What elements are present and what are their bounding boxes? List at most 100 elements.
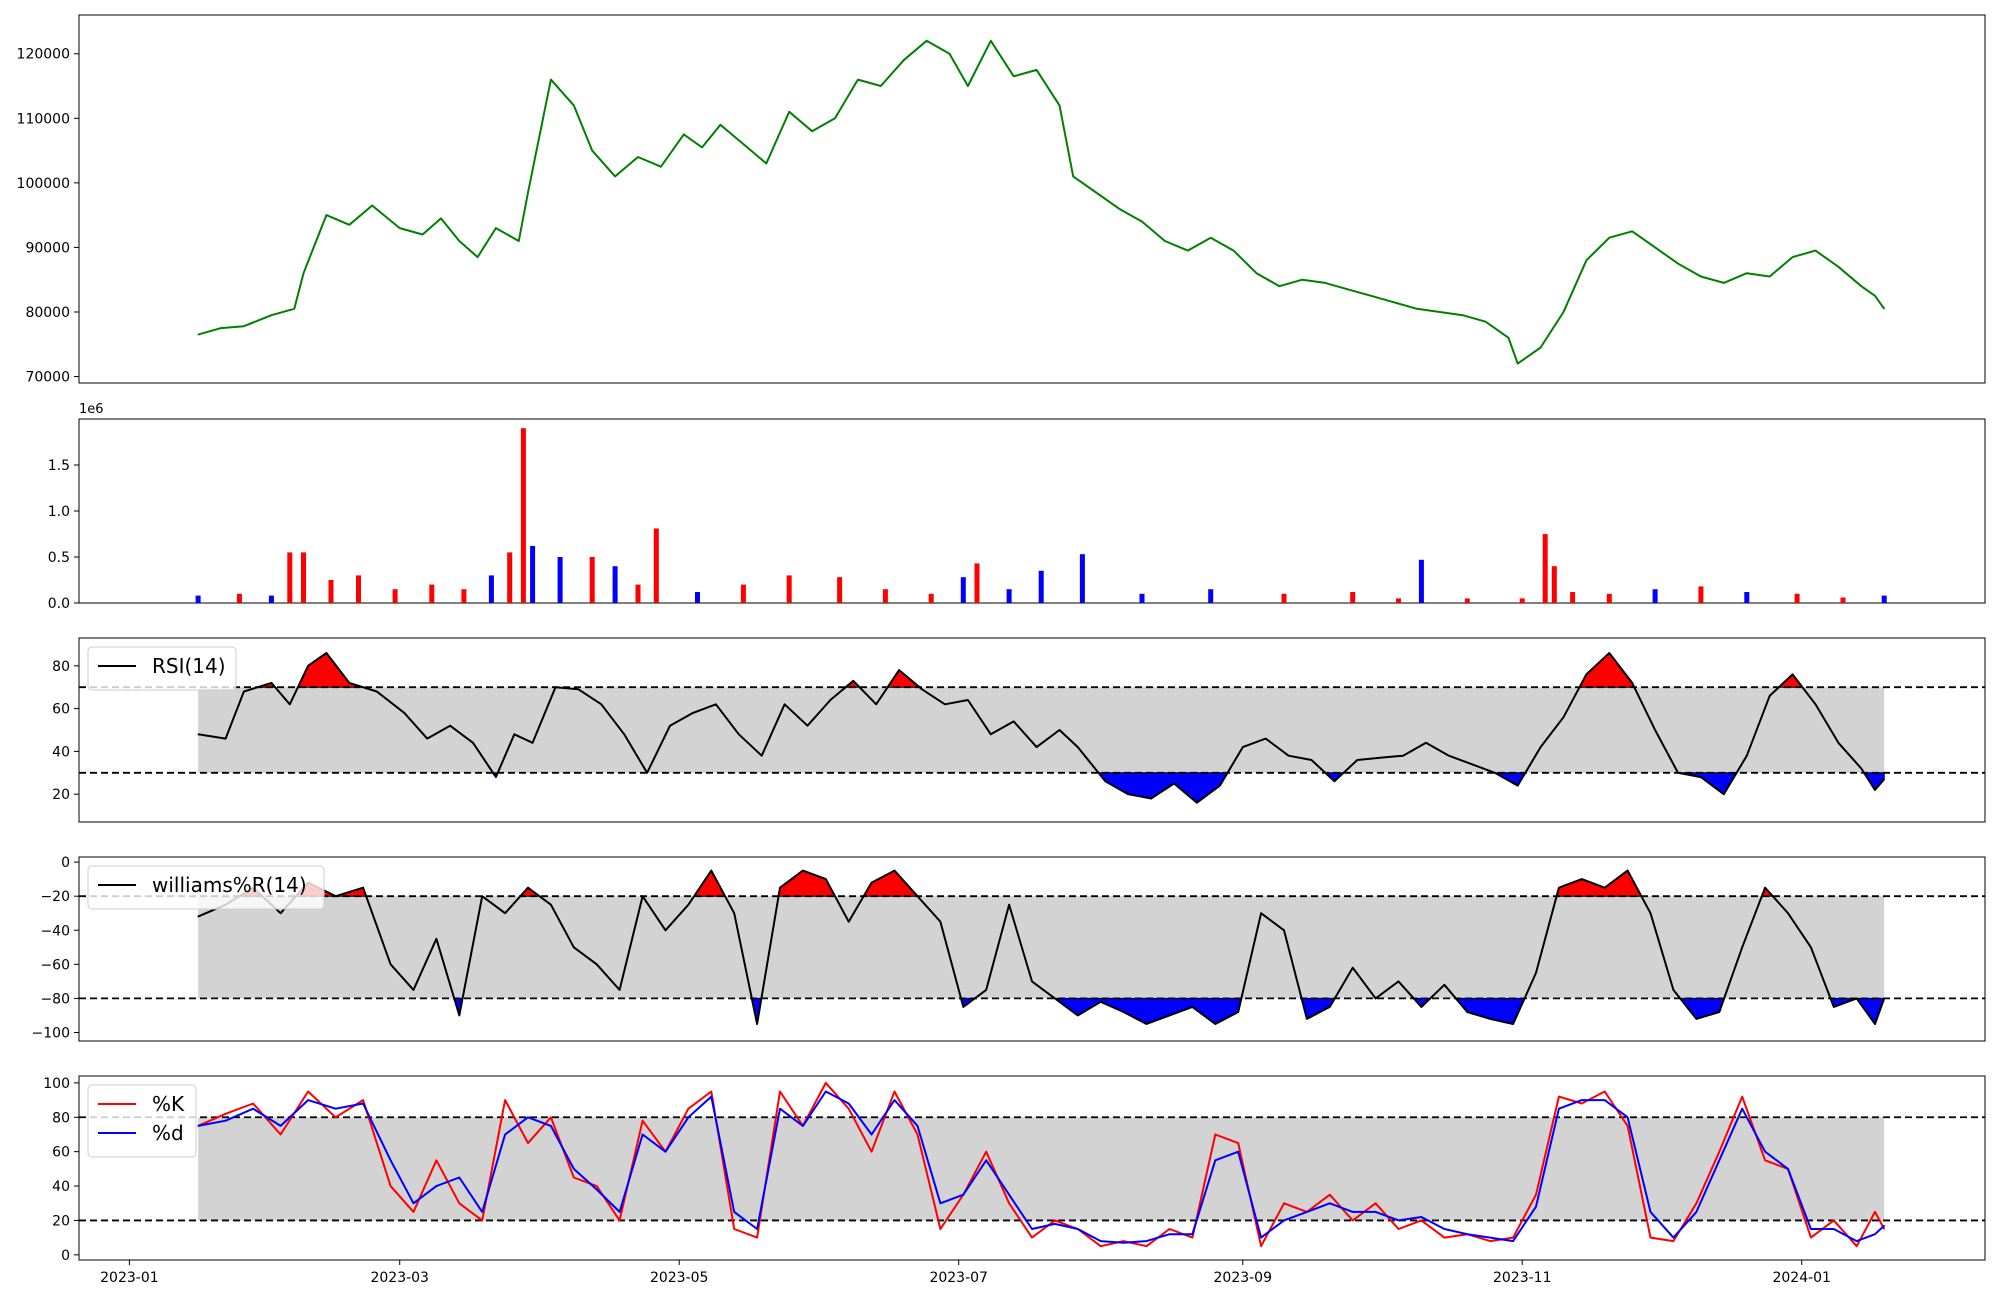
d-line-point xyxy=(1741,1108,1743,1110)
price-line-point xyxy=(1072,175,1074,177)
volume-plot-frame xyxy=(78,418,1986,604)
rsi-line-point xyxy=(376,690,378,693)
williams-line-point xyxy=(1581,878,1583,880)
d-line-point xyxy=(412,1202,415,1204)
rsi-line-point xyxy=(1402,755,1404,757)
williams-line-point xyxy=(1833,1006,1835,1008)
d-line-point xyxy=(1627,1116,1629,1118)
price-line-point xyxy=(302,272,305,274)
rsi-line-point xyxy=(403,712,405,714)
williams-line-point xyxy=(1718,1011,1720,1013)
volume-bar xyxy=(507,552,513,603)
price-line-point xyxy=(422,233,424,236)
volume-bar xyxy=(612,566,618,603)
d-line-point xyxy=(1535,1206,1537,1208)
rsi-line-point xyxy=(1333,780,1335,782)
price-line-point xyxy=(1462,314,1464,316)
price-line-point xyxy=(1517,363,1519,365)
d-line-point xyxy=(596,1188,598,1191)
rsi-line-point xyxy=(1792,673,1794,676)
volume-bar xyxy=(520,428,526,603)
d-line-point xyxy=(1649,1211,1652,1213)
price-line-point xyxy=(1485,321,1487,323)
price-line-point xyxy=(1631,230,1633,232)
rsi-line-point xyxy=(1814,703,1817,705)
rsi-line-point xyxy=(1196,802,1198,804)
rsi-line-point xyxy=(1746,755,1748,757)
rsi-line-point xyxy=(1448,755,1450,757)
price-line-point xyxy=(1141,221,1143,223)
d-line-point xyxy=(1672,1237,1674,1239)
price-line-point xyxy=(518,240,520,242)
price-line-point xyxy=(1058,104,1061,106)
k-line-point xyxy=(779,1090,781,1093)
rsi-line-point xyxy=(1874,789,1876,791)
x-tick-label: 2023-07 xyxy=(929,1270,988,1286)
williams-line-point xyxy=(779,887,781,889)
legend-frame xyxy=(87,865,325,910)
d-line-point xyxy=(197,1125,199,1127)
rsi-line-point xyxy=(921,688,923,690)
volume-bar xyxy=(1139,593,1145,603)
price-line-point xyxy=(550,79,552,81)
price-line-point xyxy=(399,227,401,229)
d-line-point xyxy=(642,1133,644,1136)
williams-line-point xyxy=(1489,1018,1491,1020)
price-line-point xyxy=(1210,237,1212,239)
rsi-line-point xyxy=(1265,738,1267,740)
rsi-line-point xyxy=(1104,780,1106,782)
volume-marks xyxy=(195,428,1887,603)
k-line-point xyxy=(1741,1096,1743,1098)
k-line-point xyxy=(871,1151,873,1153)
rsi-line-point xyxy=(1700,776,1702,778)
price-line-point xyxy=(926,40,928,42)
williams-line-point xyxy=(1420,1006,1422,1008)
rsi-line-point xyxy=(577,688,580,690)
x-tick-label: 2023-11 xyxy=(1493,1270,1552,1286)
stochastic-y-axis: 0 20 40 60 80 100 xyxy=(43,1076,79,1264)
d-line-point xyxy=(573,1168,575,1170)
volume-bar xyxy=(1551,566,1557,603)
stochastic-legend: %K %d xyxy=(87,1084,197,1158)
williams-line-point xyxy=(1741,946,1743,948)
williams-line-point xyxy=(1787,912,1789,914)
volume-bar xyxy=(1542,534,1548,603)
k-line-point xyxy=(1581,1102,1583,1105)
price-line-point xyxy=(1883,308,1885,310)
d-line-point xyxy=(1008,1194,1010,1196)
williams-line-point xyxy=(1145,1023,1148,1025)
volume-bar xyxy=(1794,593,1800,603)
williams-line-point xyxy=(362,887,364,889)
price-line-point xyxy=(1187,250,1189,252)
d-line-point xyxy=(779,1108,781,1110)
rsi-line-point xyxy=(1494,772,1496,774)
y-tick-label: −20 xyxy=(40,889,70,905)
k-line-point xyxy=(1672,1240,1674,1242)
k-line-point xyxy=(335,1116,337,1118)
k-line-point xyxy=(1123,1240,1125,1242)
volume-bar xyxy=(530,546,536,603)
price-line-point xyxy=(458,240,460,242)
williams-line-point xyxy=(1375,997,1377,1000)
d-line-point xyxy=(939,1202,942,1204)
williams-line-point xyxy=(848,921,850,923)
k-line-point xyxy=(390,1185,392,1187)
rsi-line-point xyxy=(623,733,625,735)
williams-line-point xyxy=(335,895,337,897)
k-line-point xyxy=(1260,1245,1262,1247)
rsi-line-point xyxy=(761,755,763,757)
volume-bar xyxy=(328,580,334,603)
rsi-line-point xyxy=(1425,742,1427,744)
d-line-point xyxy=(362,1102,364,1105)
stochastic-marks xyxy=(79,1081,1985,1248)
d-line-point xyxy=(1260,1237,1262,1239)
rsi-line-point xyxy=(669,725,671,727)
price-line-point xyxy=(719,124,722,126)
price-line-point xyxy=(1562,311,1565,313)
volume-bar xyxy=(1606,593,1612,603)
k-line-point xyxy=(1237,1142,1239,1144)
y-tick-label: −60 xyxy=(40,957,70,973)
x-tick-label: 2023-05 xyxy=(650,1270,709,1286)
k-line-point xyxy=(252,1102,254,1105)
y-tick-label: 40 xyxy=(52,1179,70,1195)
